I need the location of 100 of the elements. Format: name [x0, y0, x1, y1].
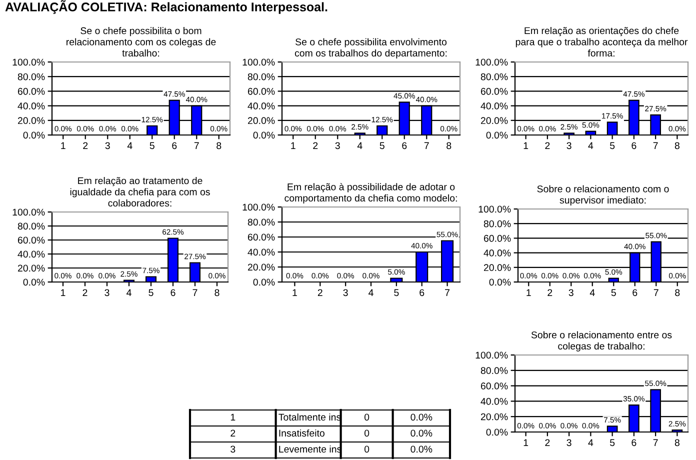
y-tick-label: 100.0%	[242, 204, 275, 211]
x-tick-label: 1	[524, 439, 528, 446]
y-tick-label: 40.0%	[18, 250, 45, 258]
x-tick-label: 1	[291, 142, 296, 149]
y-tick-label: 60.0%	[480, 88, 508, 95]
x-tick-label: 3	[343, 289, 348, 296]
x-tick-label: 7	[653, 439, 658, 446]
y-tick-label: 80.0%	[18, 222, 45, 230]
x-tick-label: 1	[61, 142, 66, 149]
x-tick-label: 5	[611, 289, 616, 296]
x-tick-label: 3	[104, 289, 110, 296]
y-tick-label: 80.0%	[480, 367, 508, 374]
y-tick-label: 80.0%	[18, 73, 45, 80]
x-tick-label: 8	[674, 439, 680, 446]
y-tick-label: 40.0%	[18, 102, 45, 110]
x-tick-label: 8	[674, 142, 680, 150]
x-tick-label: 6	[420, 289, 424, 296]
x-tick-label: 2	[545, 142, 550, 149]
y-tick-label: 20.0%	[18, 264, 45, 272]
x-tick-label: 4	[368, 289, 374, 296]
x-tick-label: 7	[194, 142, 199, 149]
x-tick-label: 7	[424, 142, 429, 149]
y-tick-label: 40.0%	[480, 398, 508, 405]
y-tick-label: 100.0%	[478, 206, 511, 213]
y-tick-label: 40.0%	[480, 102, 508, 110]
x-tick-label: 1	[292, 289, 297, 296]
x-tick-label: 8	[675, 289, 680, 296]
x-tick-label: 4	[357, 142, 362, 149]
x-tick-label: 8	[446, 142, 452, 150]
x-tick-label: 3	[105, 142, 110, 150]
x-tick-label: 5	[610, 439, 615, 446]
x-tick-label: 4	[588, 142, 594, 149]
y-tick-label: 60.0%	[248, 88, 275, 95]
x-tick-label: 5	[150, 142, 154, 150]
x-tick-label: 7	[445, 289, 450, 296]
text: 2	[230, 430, 236, 437]
y-tick-label: 100.0%	[12, 208, 45, 216]
x-tick-label: 7	[192, 289, 198, 296]
text: 0	[364, 430, 370, 437]
x-tick-label: 6	[172, 142, 177, 150]
x-tick-label: 2	[548, 289, 552, 296]
y-tick-label: 0.0%	[23, 278, 45, 286]
x-tick-label: 6	[632, 142, 636, 150]
y-tick-label: 40.0%	[484, 250, 511, 256]
x-tick-label: 5	[610, 142, 615, 150]
y-tick-label: 0.0%	[23, 132, 45, 139]
x-tick-label: 1	[526, 289, 531, 296]
text: 0	[364, 446, 370, 453]
y-tick-label: 60.0%	[18, 236, 45, 244]
x-tick-label: 4	[588, 439, 594, 446]
chart-title: Em relação ao tratamento de igualdade da chefia para com os colaboradores:	[70, 177, 210, 207]
text: 0	[364, 414, 370, 421]
chart-title: Sobre o relacionamento com o supervisor imediato:	[537, 185, 669, 206]
y-tick-label: 0.0%	[253, 278, 275, 286]
chart-title: Se o chefe possibilita o bom relacionamento com os colegas de trabalho:	[66, 27, 216, 57]
y-tick-label: 80.0%	[480, 73, 508, 80]
text: AVALIAÇÃO COLETIVA: Relacionamento Interpessoal.	[5, 0, 328, 14]
x-tick-label: 5	[148, 289, 154, 296]
x-tick-label: 5	[394, 289, 399, 296]
y-tick-label: 20.0%	[480, 117, 508, 124]
y-tick-label: 20.0%	[248, 117, 275, 124]
y-tick-label: 100.0%	[476, 58, 508, 66]
x-tick-label: 6	[632, 439, 636, 446]
y-tick-label: 0.0%	[486, 132, 508, 139]
text: 0.0%	[410, 430, 432, 437]
y-tick-label: 60.0%	[484, 234, 511, 242]
chart-title: Sobre o relacionamento entre os colegas de trabalho:	[531, 331, 672, 352]
x-tick-label: 2	[83, 142, 88, 149]
x-tick-label: 5	[380, 142, 384, 150]
y-tick-label: 40.0%	[248, 102, 275, 110]
x-tick-label: 4	[127, 142, 132, 149]
x-tick-label: 7	[654, 289, 658, 296]
x-tick-label: 2	[318, 289, 322, 296]
x-tick-label: 2	[545, 439, 550, 446]
y-tick-label: 0.0%	[486, 428, 508, 436]
x-tick-label: 1	[524, 142, 528, 149]
y-tick-label: 60.0%	[248, 234, 275, 241]
chart-title: Em relação à possibilidade de adotar o comportamento da chefia como modelo:	[284, 183, 457, 204]
x-tick-label: 3	[566, 142, 572, 150]
text: Insatisfeito	[279, 429, 324, 437]
x-tick-label: 2	[82, 289, 88, 296]
y-tick-label: 20.0%	[248, 264, 275, 271]
y-tick-label: 20.0%	[480, 413, 508, 420]
y-tick-label: 80.0%	[248, 218, 275, 226]
x-tick-label: 3	[568, 289, 574, 296]
y-tick-label: 20.0%	[484, 264, 511, 272]
text: 0.0%	[410, 446, 432, 453]
x-tick-label: 4	[590, 289, 595, 296]
text: 1	[230, 414, 236, 421]
y-tick-label: 100.0%	[12, 58, 45, 66]
y-tick-label: 80.0%	[248, 73, 275, 80]
x-tick-label: 4	[126, 289, 132, 296]
x-tick-label: 1	[61, 289, 66, 296]
x-tick-label: 6	[170, 289, 176, 296]
y-tick-label: 20.0%	[18, 117, 45, 124]
y-tick-label: 0.0%	[489, 278, 511, 286]
y-tick-label: 60.0%	[18, 88, 45, 95]
x-tick-label: 3	[566, 439, 572, 446]
x-tick-label: 7	[653, 142, 658, 149]
x-tick-label: 2	[313, 142, 318, 149]
